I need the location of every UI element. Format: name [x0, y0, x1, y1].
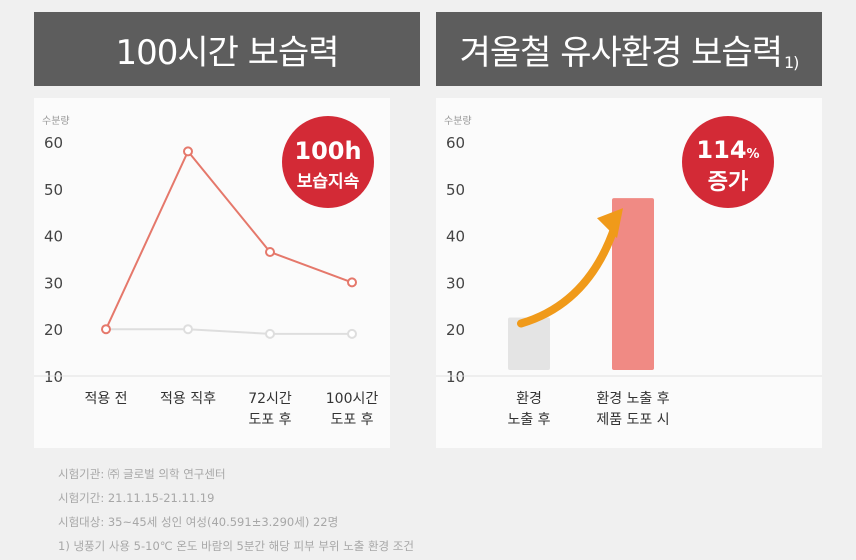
x-category-label: 적용 직후: [160, 391, 216, 407]
product-data-point: [347, 277, 357, 288]
baseline-series-line: [106, 328, 352, 335]
bar: [508, 317, 550, 370]
x-category-label: 도포 후: [248, 412, 291, 428]
y-tick-label: 10: [446, 368, 465, 386]
footnote-subjects: 시험대상: 35~45세 성인 여성(40.591±3.290세) 22명: [58, 515, 339, 529]
increase-arrow-head: [597, 208, 623, 239]
y-tick-label: 40: [446, 228, 465, 246]
badge-value: 114%: [696, 136, 759, 164]
y-tick-label: 30: [44, 274, 63, 292]
product-data-point: [183, 146, 193, 157]
right-title-footnote-mark: 1): [784, 53, 799, 72]
x-category-label: 100시간: [326, 391, 379, 407]
badge-value: 100h: [294, 137, 361, 165]
y-tick-label: 30: [446, 274, 465, 292]
badge-label: 보습지속: [297, 172, 360, 192]
product-data-point: [265, 246, 275, 257]
baseline-data-point: [183, 324, 193, 335]
y-axis-label: 수분량: [444, 115, 472, 127]
y-tick-label: 50: [446, 181, 465, 199]
footnotes: 시험기관: ㈜ 글로벌 의학 연구센터 시험기간: 21.11.15-21.11…: [58, 462, 414, 558]
x-category-label: 72시간: [248, 391, 292, 407]
y-tick-label: 60: [44, 134, 63, 152]
bar: [612, 198, 654, 370]
product-series-line: [105, 149, 353, 330]
x-category-label: 노출 후: [507, 412, 550, 428]
x-category-label: 환경: [516, 391, 542, 407]
badge-circle: [282, 116, 374, 208]
x-category-label: 도포 후: [330, 412, 373, 428]
baseline-data-point: [265, 328, 275, 339]
y-tick-label: 20: [44, 321, 63, 339]
y-tick-label: 10: [44, 368, 63, 386]
y-tick-label: 60: [446, 134, 465, 152]
baseline-data-point: [347, 328, 357, 339]
x-category-label: 적용 전: [84, 391, 127, 407]
y-tick-label: 50: [44, 181, 63, 199]
right-title-text: 겨울철 유사환경 보습력: [459, 32, 783, 73]
product-data-point: [101, 324, 111, 335]
increase-arrow-shaft: [517, 222, 619, 328]
x-category-label: 환경 노출 후: [596, 391, 669, 407]
right-chart-title: 겨울철 유사환경 보습력 1): [436, 12, 822, 86]
badge-circle: [682, 116, 774, 208]
left-title-text: 100시간 보습력: [115, 32, 339, 73]
badge-label: 증가: [708, 170, 748, 195]
x-category-label: 제품 도포 시: [596, 412, 669, 428]
footnote-condition: 1) 냉풍기 사용 5-10℃ 온도 바람의 5분간 해당 피부 부위 노출 환…: [58, 539, 414, 553]
y-axis-label: 수분량: [42, 115, 70, 127]
footnote-lab: 시험기관: ㈜ 글로벌 의학 연구센터: [58, 467, 226, 481]
footnote-period: 시험기간: 21.11.15-21.11.19: [58, 491, 215, 505]
y-tick-label: 40: [44, 228, 63, 246]
left-chart-title: 100시간 보습력: [34, 12, 420, 86]
y-tick-label: 20: [446, 321, 465, 339]
